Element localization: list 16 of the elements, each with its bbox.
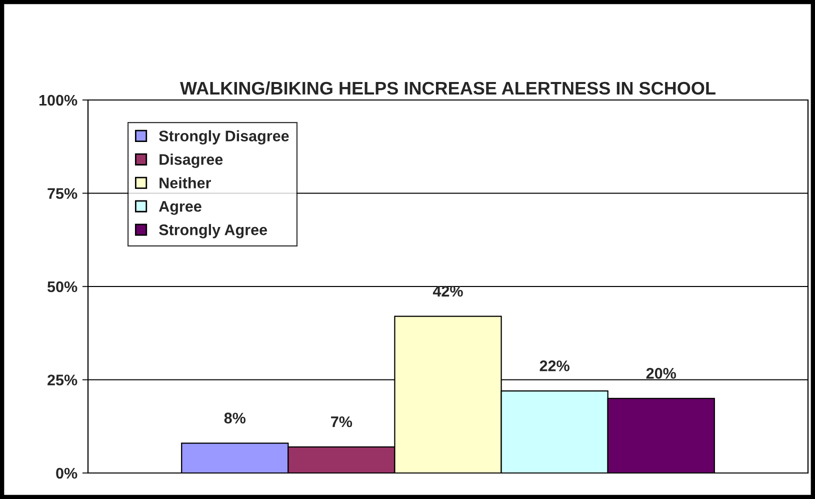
data-label: 8%	[224, 412, 246, 424]
legend-label: Strongly Disagree	[159, 130, 289, 145]
y-tick-label: 75%	[48, 188, 78, 199]
y-tick-label: 100%	[39, 94, 78, 106]
y-tick-label: 25%	[48, 374, 78, 386]
data-label: 20%	[646, 368, 676, 379]
legend-label: Disagree	[160, 154, 223, 168]
legend-label: Neither	[160, 177, 211, 188]
legend-label: Agree	[158, 201, 202, 215]
data-label: 42%	[432, 286, 463, 297]
chart-title: WALKING/BIKING HELPS INCREASE ALERTNESS IN SCHOOL	[180, 81, 716, 95]
legend-label: Strongly Agree	[159, 224, 268, 238]
y-tick-label: 0%	[56, 468, 78, 479]
data-label: 22%	[540, 360, 570, 372]
y-tick-label: 50%	[47, 281, 78, 292]
data-label: 7%	[331, 416, 352, 428]
